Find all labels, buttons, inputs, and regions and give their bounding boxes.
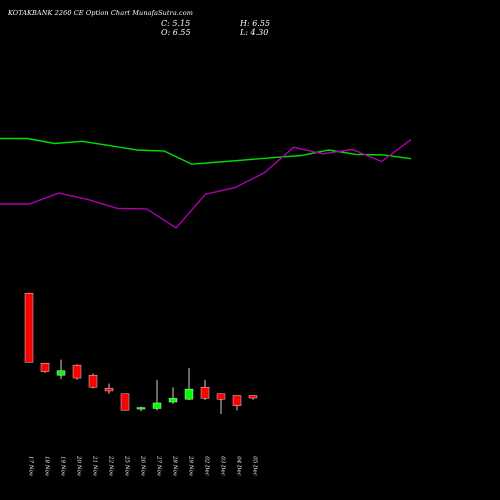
candle-body-up — [184, 388, 194, 400]
candle — [216, 393, 226, 415]
candle-body-down — [216, 393, 226, 400]
candle — [40, 363, 50, 373]
candle — [152, 379, 162, 411]
candle — [104, 383, 114, 394]
date-label: 29 Nov — [188, 455, 194, 477]
date-labels: 17 Nov 18 Nov 19 Nov 20 Nov 21 Nov 22 Nov 25 N… — [28, 455, 258, 477]
date-label: 05 Dec — [252, 456, 258, 476]
date-label: 18 Nov — [44, 456, 50, 477]
candle — [248, 395, 258, 400]
date-label: 04 Dec — [236, 456, 242, 476]
candle — [56, 359, 66, 379]
candle — [184, 367, 194, 401]
low-value: L: 4.30 — [240, 28, 269, 37]
date-label: 19 Nov — [60, 456, 66, 477]
open-value: O: 6.55 — [161, 28, 191, 37]
indicator-lines — [0, 137, 412, 229]
candle-body-up — [168, 398, 178, 403]
candle-body-up — [56, 370, 66, 376]
magenta-average-line — [0, 139, 412, 229]
candles — [24, 293, 258, 415]
candle — [120, 393, 130, 411]
candle-body-down — [248, 395, 258, 399]
candle-body-up — [152, 402, 162, 409]
date-label: 21 Nov — [92, 455, 98, 477]
candle — [200, 379, 210, 401]
candle-body-down — [232, 395, 242, 406]
date-label: 20 Nov — [76, 455, 82, 477]
candle-body-down — [40, 363, 50, 372]
candle-body-down — [104, 387, 114, 392]
candle-body-up — [136, 407, 146, 410]
date-label: 25 Nov — [124, 455, 130, 477]
candle — [88, 373, 98, 389]
candle — [168, 387, 178, 404]
candle-body-down — [200, 387, 210, 399]
candle — [232, 395, 242, 411]
candle-body-down — [72, 364, 82, 379]
date-label: 27 Nov — [156, 455, 162, 477]
close-value: C: 5.15 — [161, 19, 191, 28]
date-label: 02 Dec — [204, 456, 210, 476]
date-label: 26 Nov — [140, 455, 146, 477]
date-label: 22 Nov — [108, 455, 114, 477]
candle-body-down — [88, 375, 98, 388]
date-label: 03 Dec — [220, 456, 226, 476]
date-label: 28 Nov — [172, 455, 178, 477]
candle — [24, 293, 34, 363]
candle — [136, 406, 146, 412]
candle-body-down — [120, 393, 130, 411]
green-average-line — [0, 137, 412, 165]
candle — [72, 364, 82, 380]
high-value: H: 6.55 — [240, 19, 271, 28]
date-label: 17 Nov — [28, 456, 34, 477]
candle-body-down — [24, 293, 34, 363]
chart-title: KOTAKBANK 2260 CE Option Chart MunafaSut… — [8, 9, 193, 17]
